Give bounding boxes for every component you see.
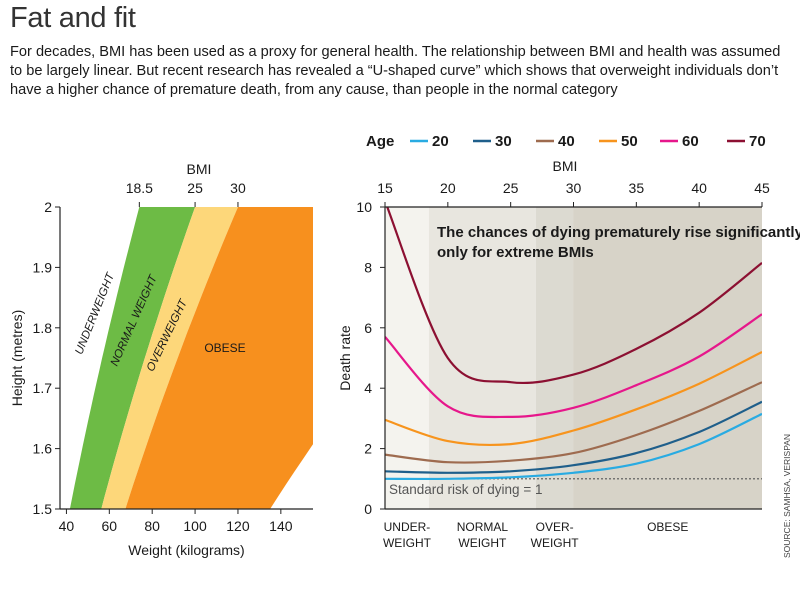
y-tick-label: 10 — [356, 199, 372, 215]
death-rate-annotation: The chances of dying prematurely rise si… — [437, 224, 800, 261]
top-tick-label: 40 — [691, 180, 707, 196]
series-line-age-60 — [385, 313, 762, 419]
legend-label-age-20: 20 — [432, 133, 449, 150]
band-under-weight — [385, 207, 429, 509]
band-obese — [573, 207, 762, 509]
x-axis-title: Weight (kilograms) — [128, 542, 244, 558]
reference-line-label: Standard risk of dying = 1 — [389, 482, 542, 497]
chart-subtitle: For decades, BMI has been used as a prox… — [10, 44, 781, 98]
top-tick-label: 30 — [566, 180, 582, 196]
top-tick-label: 45 — [754, 180, 770, 196]
top-tick-label: 20 — [440, 180, 456, 196]
legend-label-age-60: 60 — [682, 133, 699, 150]
band-label-normal-weight: NORMAL WEIGHT — [457, 520, 509, 550]
y-tick-label: 4 — [364, 380, 372, 396]
bmi-zones — [69, 207, 313, 509]
top-tick-label: 15 — [377, 180, 393, 196]
y-tick-label: 2 — [364, 441, 372, 457]
x-tick-label: 80 — [144, 518, 160, 534]
legend-label-age-70: 70 — [749, 133, 766, 150]
top-tick-label: 35 — [629, 180, 645, 196]
zone-obese — [125, 207, 313, 509]
age-legend: Age 20 30 40 50 60 70 — [366, 133, 766, 150]
y-tick-label: 1.6 — [33, 441, 53, 457]
top-tick-label: 25 — [503, 180, 519, 196]
series-line-age-40 — [385, 381, 762, 464]
y-tick-label: 6 — [364, 320, 372, 336]
top-axis-title: BMI — [553, 158, 578, 174]
legend-title: Age — [366, 133, 394, 150]
series-line-age-20 — [385, 412, 762, 481]
y-tick-label: 0 — [364, 501, 372, 517]
legend-label-age-30: 30 — [495, 133, 512, 150]
top-tick-label: 25 — [187, 180, 203, 196]
legend-label-age-40: 40 — [558, 133, 575, 150]
source-note: SOURCE: SAMHSA, VERISPAN — [782, 434, 792, 558]
x-tick-label: 120 — [226, 518, 250, 534]
top-tick-label: 18.5 — [126, 180, 153, 196]
x-tick-label: 140 — [269, 518, 293, 534]
y-axis-title: Height (metres) — [9, 310, 25, 406]
band-label-under-weight: UNDER-WEIGHT — [383, 520, 432, 550]
series-line-age-30 — [385, 400, 762, 474]
y-axis-title: Death rate — [337, 325, 353, 391]
y-tick-label: 1.5 — [33, 501, 53, 517]
band-label-over-weight: OVER-WEIGHT — [531, 520, 580, 550]
top-tick-label: 30 — [230, 180, 246, 196]
series-line-age-50 — [385, 351, 762, 447]
y-tick-label: 8 — [364, 259, 372, 275]
zone-normal-weight — [69, 207, 196, 509]
chart-title: Fat and fit — [10, 2, 136, 34]
zone-label-obese: OBESE — [204, 341, 245, 355]
zone-overweight — [101, 207, 238, 509]
y-tick-label: 1.7 — [33, 380, 53, 396]
y-tick-label: 1.8 — [33, 320, 53, 336]
top-axis-title: BMI — [187, 161, 212, 177]
x-tick-label: 40 — [59, 518, 75, 534]
y-tick-label: 1.9 — [33, 259, 53, 275]
x-tick-label: 60 — [102, 518, 118, 534]
series-lines — [385, 207, 762, 481]
series-line-age-70 — [386, 207, 762, 385]
y-tick-label: 2 — [44, 199, 52, 215]
x-tick-label: 100 — [183, 518, 207, 534]
death-rate-chart: UNDER-WEIGHT NORMAL WEIGHT OVER-WEIGHT OBESE… — [337, 158, 800, 550]
legend-label-age-50: 50 — [621, 133, 638, 150]
band-label-obese: OBESE — [647, 520, 688, 534]
